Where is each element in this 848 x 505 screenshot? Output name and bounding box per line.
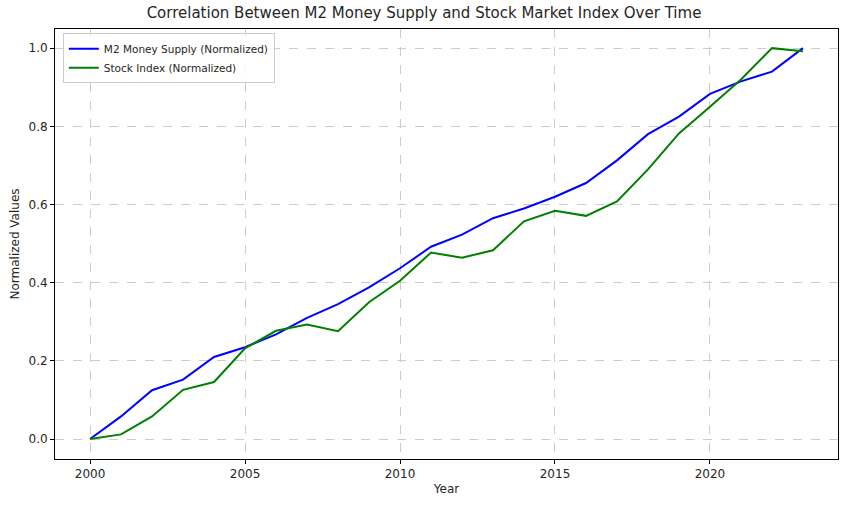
svg-text:1.0: 1.0 [29, 41, 48, 55]
svg-text:2000: 2000 [75, 467, 106, 481]
svg-text:0.4: 0.4 [29, 276, 48, 290]
svg-text:Stock Index (Normalized): Stock Index (Normalized) [104, 62, 236, 74]
svg-text:2015: 2015 [540, 467, 571, 481]
svg-text:M2 Money Supply (Normalized): M2 Money Supply (Normalized) [104, 43, 268, 55]
svg-text:Normalized Values: Normalized Values [8, 188, 22, 299]
svg-text:Year: Year [433, 482, 459, 496]
svg-text:0.2: 0.2 [29, 354, 48, 368]
svg-text:0.8: 0.8 [29, 120, 48, 134]
svg-text:2005: 2005 [230, 467, 261, 481]
svg-text:0.0: 0.0 [29, 432, 48, 446]
svg-text:Correlation Between M2 Money S: Correlation Between M2 Money Supply and … [147, 4, 702, 22]
svg-text:2020: 2020 [695, 467, 726, 481]
svg-text:0.6: 0.6 [29, 198, 48, 212]
svg-text:2010: 2010 [385, 467, 416, 481]
